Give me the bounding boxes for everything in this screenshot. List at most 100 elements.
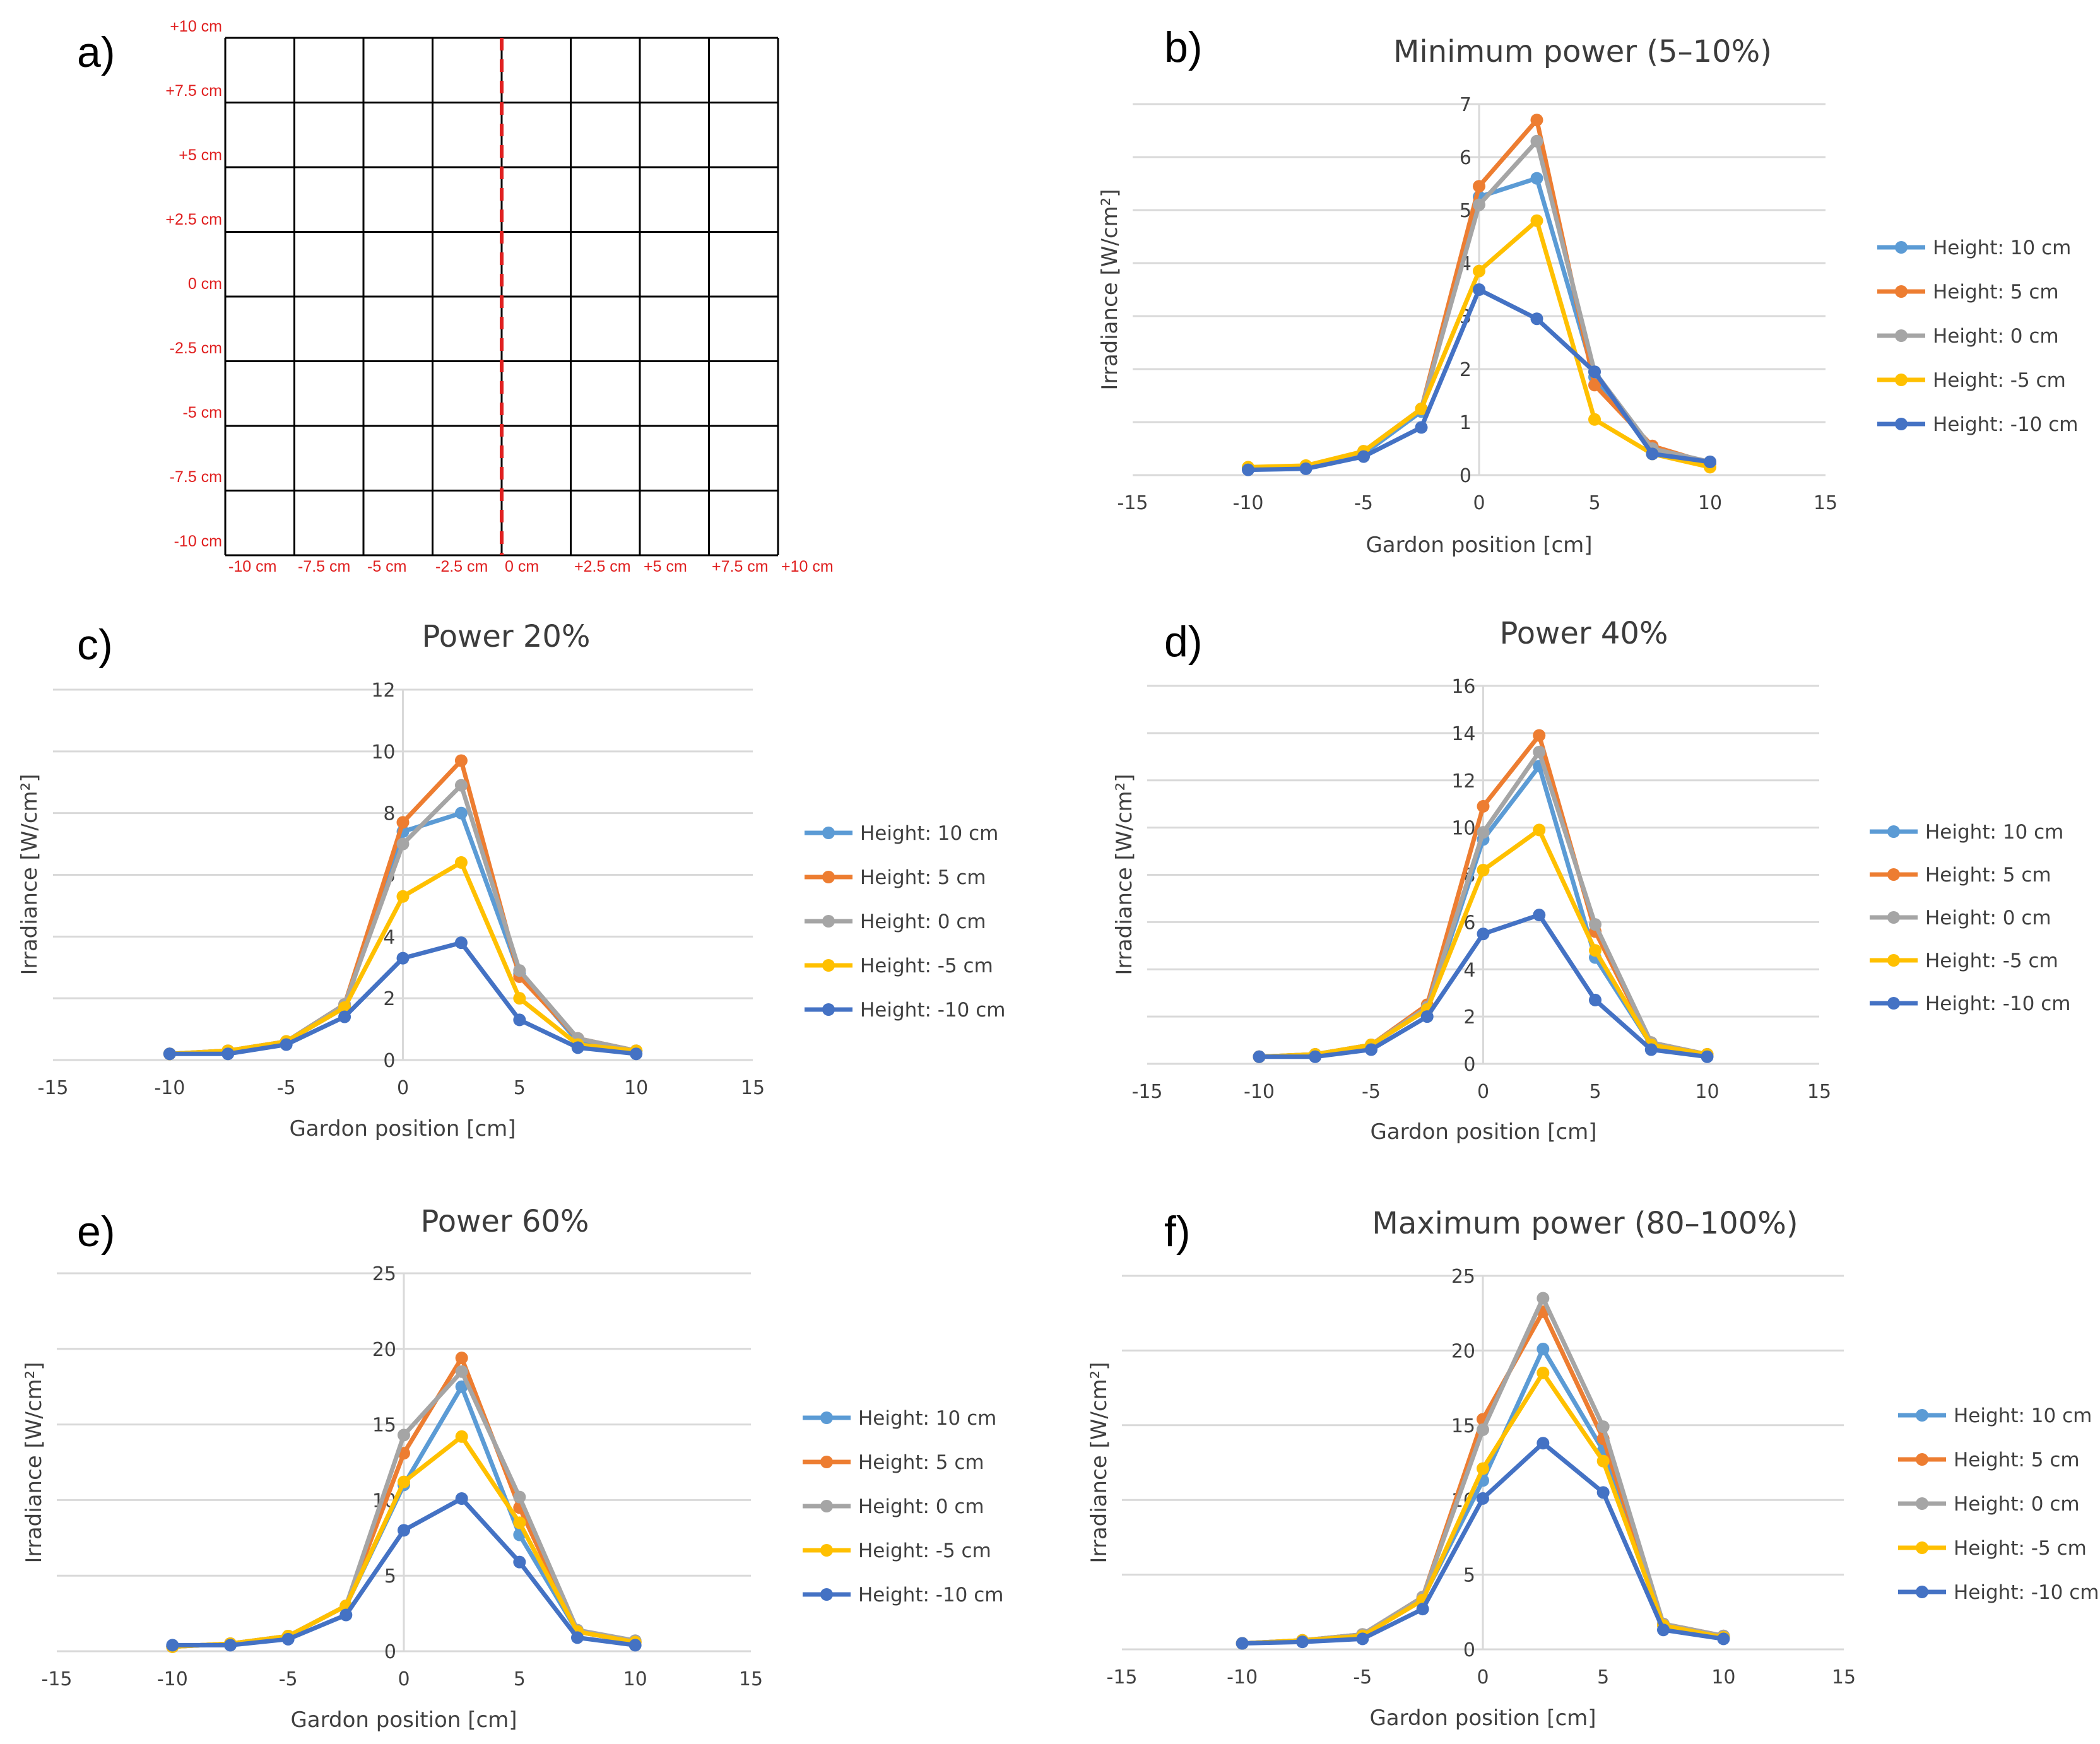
legend-marker	[822, 827, 835, 839]
panel-letter: c)	[77, 621, 113, 669]
legend-label: Height: -5 cm	[1925, 950, 2058, 972]
legend-marker	[1887, 868, 1900, 881]
x-tick-label: -15	[1107, 1666, 1138, 1688]
legend-label: Height: -10 cm	[1954, 1581, 2099, 1604]
data-point	[455, 1352, 468, 1365]
legend-marker	[1895, 285, 1908, 298]
data-point	[1537, 1437, 1550, 1450]
y-label: -10 cm	[174, 533, 222, 550]
legend-label: Height: 0 cm	[1954, 1493, 2080, 1516]
x-tick-label: 15	[741, 1077, 765, 1099]
data-point	[1530, 214, 1543, 227]
legend-marker	[822, 871, 835, 883]
legend-label: Height: -10 cm	[1933, 413, 2079, 436]
data-point	[1530, 114, 1543, 127]
x-axis-title: Gardon position [cm]	[289, 1116, 516, 1141]
legend-marker	[822, 1003, 835, 1016]
legend-label: Height: -5 cm	[1933, 369, 2066, 392]
x-label: 0 cm	[505, 558, 539, 575]
y-tick-label: 0	[1463, 1639, 1475, 1661]
data-point	[454, 856, 468, 869]
legend-marker	[820, 1500, 833, 1512]
data-point	[1415, 403, 1428, 415]
legend-label: Height: 5 cm	[860, 866, 986, 889]
data-point	[1477, 1423, 1489, 1436]
data-point	[513, 1555, 526, 1569]
data-point	[1242, 463, 1254, 476]
legend-label: Height: 10 cm	[1925, 821, 2063, 844]
data-point	[1704, 456, 1716, 468]
data-point	[1357, 450, 1370, 463]
data-point	[396, 890, 410, 903]
x-tick-label: -5	[277, 1077, 296, 1099]
data-point	[1477, 799, 1490, 813]
panel-a-grid: a) +10 cm +7.5 cm +5 cm +2.5 cm 0 cm -2.…	[77, 18, 834, 575]
y-tick-label: 2	[1463, 1006, 1475, 1028]
data-point	[455, 1365, 468, 1378]
x-label: +7.5 cm	[712, 558, 769, 575]
data-point	[1253, 1050, 1266, 1063]
x-tick-label: -10	[154, 1077, 185, 1099]
legend-label: Height: 10 cm	[858, 1407, 996, 1430]
y-tick-label: 6	[1463, 912, 1475, 934]
x-tick-label: -5	[1353, 1666, 1372, 1688]
data-point	[513, 992, 526, 1005]
chart-title: Maximum power (80–100%)	[1372, 1206, 1798, 1241]
y-label: +10 cm	[170, 18, 222, 35]
legend-marker	[1895, 241, 1908, 254]
y-tick-label: 10	[371, 741, 395, 763]
x-tick-label: -10	[157, 1668, 188, 1690]
data-point	[1416, 1603, 1429, 1616]
x-tick-label: -5	[1362, 1081, 1381, 1103]
data-point	[1717, 1632, 1730, 1646]
data-point	[1236, 1637, 1249, 1650]
x-tick-label: 0	[1477, 1666, 1489, 1688]
data-point	[396, 837, 410, 851]
x-label: +2.5 cm	[574, 558, 631, 575]
data-point	[1589, 918, 1602, 931]
legend-label: Height: -10 cm	[1925, 993, 2071, 1015]
panel-letter: e)	[77, 1208, 115, 1256]
chart-title: Minimum power (5–10%)	[1393, 34, 1772, 69]
data-point	[1589, 944, 1602, 957]
data-point	[1537, 1366, 1550, 1379]
data-point	[1596, 1454, 1610, 1468]
legend-marker	[1916, 1409, 1928, 1422]
x-tick-label: -10	[1227, 1666, 1258, 1688]
y-tick-label: 7	[1460, 94, 1472, 116]
y-label: -7.5 cm	[170, 468, 222, 486]
chart-title: Power 40%	[1499, 616, 1668, 651]
x-tick-label: 15	[1807, 1081, 1831, 1103]
data-point	[1533, 745, 1546, 758]
legend-marker	[1887, 825, 1900, 838]
x-tick-label: 15	[739, 1668, 763, 1690]
legend-marker	[1887, 954, 1900, 967]
legend-marker	[822, 915, 835, 928]
legend-label: Height: 0 cm	[1933, 325, 2059, 348]
data-point	[1473, 283, 1485, 296]
x-tick-label: -5	[279, 1668, 298, 1690]
legend-marker	[1895, 374, 1908, 386]
y-tick-label: 14	[1451, 723, 1475, 745]
x-tick-label: 15	[1814, 492, 1838, 514]
y-tick-label: 4	[1463, 959, 1475, 981]
legend-marker	[1916, 1586, 1928, 1598]
legend-label: Height: -5 cm	[860, 955, 993, 977]
y-tick-label: 2	[383, 988, 395, 1010]
y-tick-label: 10	[1451, 818, 1475, 840]
data-point	[1589, 993, 1602, 1006]
data-point	[398, 1524, 410, 1537]
data-point	[1657, 1623, 1670, 1637]
data-point	[454, 806, 468, 820]
legend-marker	[820, 1588, 833, 1601]
data-point	[1477, 1492, 1489, 1505]
chart-title: Power 60%	[420, 1204, 589, 1239]
legend-label: Height: 5 cm	[1954, 1449, 2080, 1471]
data-point	[1701, 1050, 1714, 1063]
legend-label: Height: 5 cm	[1933, 281, 2059, 303]
grid-labels: +10 cm +7.5 cm +5 cm +2.5 cm 0 cm -2.5 c…	[165, 18, 833, 575]
data-point	[1533, 823, 1546, 837]
legend-label: Height: 10 cm	[1933, 237, 2071, 259]
x-tick-label: -15	[1118, 492, 1148, 514]
